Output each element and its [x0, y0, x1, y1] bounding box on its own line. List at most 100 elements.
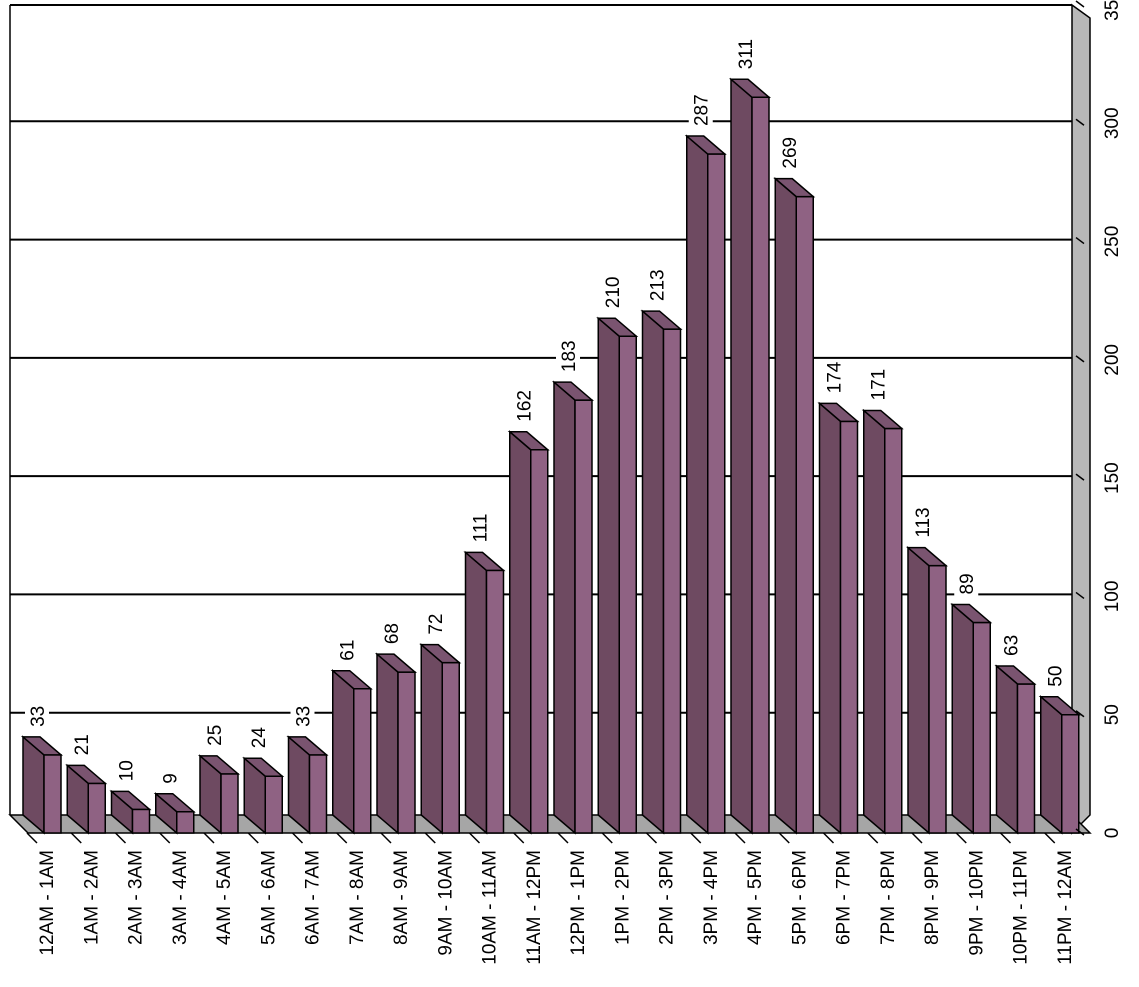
bars [20, 77, 1081, 835]
value-label-bg [379, 620, 403, 647]
bar [950, 602, 993, 835]
value-label: 21 [72, 734, 93, 755]
value-label-bg [910, 505, 934, 540]
x-tick-mark [336, 832, 348, 844]
x-tick-label: 12AM - 1AM [37, 850, 58, 956]
y-tick-mark [1075, 710, 1085, 718]
bar [153, 792, 196, 835]
x-tick-mark [690, 832, 702, 844]
value-label: 174 [825, 361, 846, 393]
value-label-bg [467, 511, 492, 545]
x-tick-mark [1044, 832, 1056, 844]
value-label: 25 [205, 725, 226, 746]
value-label: 113 [913, 507, 934, 537]
value-label-bg [821, 359, 846, 396]
bar [640, 309, 683, 835]
y-tick-label: 150 [1102, 462, 1123, 494]
x-tick-label: 3AM - 4AM [170, 850, 191, 945]
value-label: 24 [249, 727, 270, 749]
value-label: 33 [28, 706, 49, 727]
x-tick-label: 8PM - 9PM [922, 850, 943, 945]
value-label: 287 [692, 94, 713, 126]
x-tick-label: 2PM - 3PM [657, 850, 678, 945]
value-label-bg [423, 611, 448, 637]
x-tick-mark [822, 832, 835, 844]
value-label-bg [1042, 663, 1067, 689]
x-tick-mark [291, 832, 304, 844]
value-label-bg [998, 632, 1023, 658]
x-tick-mark [247, 832, 259, 844]
value-label: 311 [736, 39, 757, 69]
x-tick-label: 6PM - 7PM [834, 850, 855, 945]
y-tick-label: 300 [1102, 107, 1123, 139]
x-tick-mark [955, 832, 967, 844]
x-tick-label: 10PM - 11PM [1011, 850, 1032, 965]
value-label: 183 [559, 340, 580, 372]
value-label: 171 [869, 369, 890, 401]
value-label: 9 [161, 773, 182, 784]
bar [65, 763, 108, 835]
x-tick-mark [601, 832, 613, 844]
value-label-bg [290, 703, 315, 729]
y-tick-mark [1075, 0, 1085, 8]
y-tick-mark [1075, 828, 1085, 836]
y-tick-label: 250 [1102, 226, 1123, 258]
y-tick-label: 200 [1102, 344, 1123, 376]
value-label: 63 [1002, 635, 1023, 656]
x-tick-mark [424, 832, 436, 844]
value-label: 33 [294, 706, 315, 727]
x-tick-label: 11PM - 12AM [1055, 850, 1076, 965]
bar [817, 401, 860, 835]
y-tick-mark [1075, 473, 1085, 481]
value-label-bg [556, 338, 580, 375]
y-tick-mark [1075, 236, 1085, 245]
value-label-bg [733, 36, 757, 72]
value-label-bg [865, 366, 890, 403]
x-tick-label: 10AM - 11AM [480, 850, 501, 965]
bar [20, 735, 64, 835]
bar [507, 430, 550, 835]
x-tick-mark [645, 832, 658, 844]
x-tick-mark [26, 832, 38, 844]
bar [551, 380, 595, 835]
bar [596, 316, 639, 835]
x-tick-mark [114, 832, 127, 844]
x-tick-label: 8AM - 9AM [391, 850, 412, 945]
bar [773, 176, 816, 835]
value-label-bg [157, 771, 182, 786]
x-tick-label: 4PM - 5PM [745, 850, 766, 945]
value-label-bg [511, 388, 536, 424]
value-label: 213 [648, 269, 669, 301]
y-axis-tick-labels: 0 50 100 150 200 250 300 350 [1075, 0, 1123, 839]
bar [994, 664, 1037, 835]
x-tick-label: 2AM - 3AM [126, 850, 147, 945]
x-tick-label: 7AM - 8AM [347, 850, 368, 945]
value-label-bg [334, 637, 359, 663]
bar [197, 754, 241, 835]
y-tick-mark [1075, 591, 1085, 600]
value-label-bg [644, 267, 669, 304]
x-tick-label: 11AM - 12PM [524, 850, 545, 965]
x-tick-mark [203, 832, 215, 844]
side-wall [1071, 3, 1091, 835]
value-label-bg [600, 274, 625, 311]
x-tick-mark [734, 832, 746, 844]
y-tick-label: 0 [1102, 828, 1123, 839]
x-tick-label: 1PM - 2PM [612, 850, 633, 945]
x-tick-label: 5AM - 6AM [258, 850, 279, 945]
x-tick-mark [999, 832, 1012, 844]
y-tick-mark [1075, 118, 1085, 126]
bar [463, 550, 506, 835]
bar [684, 134, 727, 835]
value-label: 210 [603, 276, 624, 308]
x-tick-label: 3PM - 4PM [701, 850, 722, 945]
bar [905, 546, 949, 835]
x-tick-mark [468, 832, 481, 844]
bar [109, 789, 152, 835]
y-tick-label: 50 [1102, 704, 1123, 725]
bar [1038, 695, 1081, 835]
value-label: 50 [1046, 666, 1067, 687]
bar [419, 643, 462, 835]
value-label-bg [113, 758, 138, 784]
